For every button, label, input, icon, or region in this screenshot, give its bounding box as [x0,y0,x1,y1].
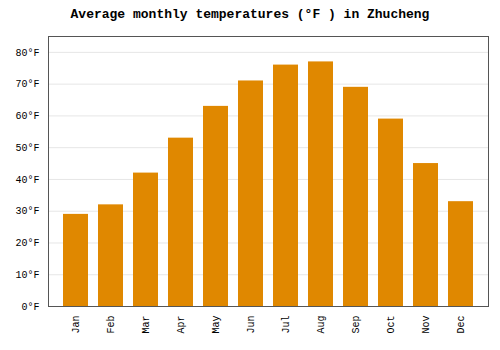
svg-text:20°F: 20°F [15,238,39,249]
svg-text:50°F: 50°F [15,143,39,154]
svg-text:0°F: 0°F [21,302,39,313]
svg-text:Aug: Aug [316,316,327,334]
svg-text:Oct: Oct [386,316,397,334]
html-text:Average monthly temperatures (: Average monthly temperatures (°F ) in Zh… [70,7,430,22]
svg-text:Mar: Mar [141,316,152,334]
svg-text:60°F: 60°F [15,111,39,122]
svg-text:Feb: Feb [106,316,117,334]
svg-text:Dec: Dec [456,316,467,334]
svg-text:Nov: Nov [421,316,432,334]
svg-text:Apr: Apr [176,316,187,334]
svg-text:10°F: 10°F [15,270,39,281]
svg-text:Jun: Jun [246,316,257,334]
svg-text:80°F: 80°F [15,48,39,59]
svg-text:May: May [211,316,222,334]
svg-text:Jan: Jan [71,316,82,334]
svg-text:Jul: Jul [281,316,292,334]
svg-text:30°F: 30°F [15,206,39,217]
svg-text:Sep: Sep [351,316,362,334]
svg-text:40°F: 40°F [15,175,39,186]
svg-text:70°F: 70°F [15,79,39,90]
